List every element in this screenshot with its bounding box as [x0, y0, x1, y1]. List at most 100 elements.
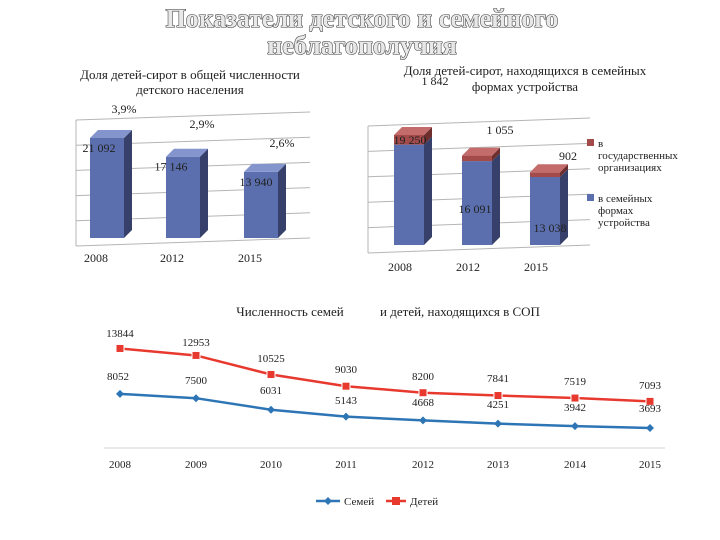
chart2-legend-label: устройства [598, 217, 650, 229]
chart2-x-tick: 2008 [388, 260, 412, 274]
chart2-legend-label: в семейных [598, 193, 653, 205]
chart3-point-detey [115, 343, 125, 353]
chart3-point-semey [419, 416, 427, 425]
chart1-bar-2008-top [90, 130, 132, 138]
chart3-x-tick: 2010 [260, 459, 283, 471]
chart3-series-line-detey [119, 347, 651, 403]
chart2-gov-label: 1 842 [422, 74, 449, 88]
chart1-value-label: 13 940 [240, 175, 273, 189]
chart3-label-semey: 8052 [107, 371, 129, 383]
chart1-value-label: 17 146 [155, 160, 188, 174]
chart1-bar-2008-front [90, 138, 124, 238]
chart1-percent-label: 2,9% [190, 117, 215, 131]
chart2-legend-label: организациях [598, 162, 662, 174]
main-title-line2: неблагополучия [267, 31, 457, 60]
chart1-bar-2012-side [200, 148, 208, 238]
chart1-title-line1: Доля детей-сирот в общей численности [80, 67, 300, 82]
chart3-x-tick: 2008 [109, 459, 132, 471]
chart3-point-detey [570, 393, 580, 403]
chart3-title-part1: Численность семей [236, 304, 343, 319]
chart3-point-semey [116, 389, 124, 398]
chart3-point-semey [267, 405, 275, 414]
chart3-label-semey: 4668 [412, 397, 435, 409]
chart3-title-part2: и детей, находящихся в СОП [380, 304, 540, 319]
chart1-bar-2015-top [244, 163, 286, 172]
chart2-segment-gov [530, 172, 560, 178]
chart3-point-detey [418, 388, 428, 398]
chart2-legend-label: государственных [598, 150, 678, 162]
chart3-point-detey [645, 396, 655, 406]
chart1-bar-2008-side [124, 130, 132, 238]
chart2-legend-label: формах [598, 205, 634, 217]
chart2-x-tick: 2015 [524, 260, 548, 274]
chart1-bar-2015-side [278, 163, 286, 238]
chart2-legend-swatch [587, 139, 594, 146]
chart1-bar-2008 [90, 130, 132, 238]
chart2-gov-label: 1 055 [487, 123, 514, 137]
chart1-percent-label: 2,6% [270, 136, 295, 150]
chart3-point-detey [266, 369, 276, 379]
chart2-segment-family [394, 144, 424, 245]
chart2-segment-gov-top [394, 127, 432, 135]
chart3-x-tick: 2009 [185, 459, 208, 471]
chart3-legend-label-detey: Детей [410, 496, 438, 508]
chart3-legend-marker-semey [324, 497, 332, 505]
chart3-x-tick: 2011 [335, 459, 357, 471]
chart2-segment-gov-top [462, 147, 500, 156]
chart2-family-label: 13 038 [534, 221, 567, 235]
chart2-family-label: 16 091 [459, 202, 492, 216]
chart2-segment-family-side [424, 136, 432, 245]
chart2-segment-gov-top [530, 164, 568, 173]
chart1-value-label: 21 092 [83, 141, 116, 155]
chart3-label-semey: 5143 [335, 395, 358, 407]
chart3-series-line-semey [119, 392, 651, 430]
chart2-gridline [367, 244, 591, 254]
chart3-label-semey: 3693 [639, 403, 662, 415]
chart3-label-detey: 10525 [257, 353, 285, 365]
chart2-stacked-bar-chart: 19 250 1 842 2008 16 091 1 055 2012 13 038 902 2… [367, 74, 678, 274]
chart3-label-detey: 9030 [335, 364, 358, 376]
chart3-point-semey [342, 412, 350, 421]
chart2-segment-family [530, 177, 560, 245]
chart3-line-chart: 13844 12953 10525 9030 8200 7841 7519 7093 8052 7… [104, 328, 665, 508]
chart2-title-line1: Доля детей-сирот, находящихся в семейных [404, 63, 647, 78]
chart2-bar-2008 [394, 127, 432, 245]
chart3-x-tick: 2013 [487, 459, 510, 471]
chart3-x-tick: 2012 [412, 459, 434, 471]
chart1-bar-2012-top [166, 148, 208, 157]
chart3-point-semey [571, 422, 579, 431]
main-title-line1: Показатели детского и семейного [166, 4, 559, 33]
chart3-label-semey: 6031 [260, 385, 282, 397]
chart2-segment-family-side [560, 169, 568, 245]
chart2-legend-swatch [587, 194, 594, 201]
chart3-x-tick: 2014 [564, 459, 587, 471]
chart1-x-tick: 2008 [84, 251, 108, 265]
chart2-gov-label: 902 [559, 149, 577, 163]
chart1-x-tick: 2012 [160, 251, 184, 265]
chart2-segment-gov-side [424, 127, 432, 145]
chart3-label-semey: 4251 [487, 399, 509, 411]
chart3-point-detey [341, 381, 351, 391]
chart3-legend-label-semey: Семей [344, 496, 374, 508]
chart2-segment-family-side [492, 153, 500, 245]
chart3-label-detey: 12953 [182, 337, 210, 349]
chart2-segment-gov-side [560, 164, 568, 178]
chart3-label-detey: 7841 [487, 373, 509, 385]
chart3-x-tick: 2015 [639, 459, 662, 471]
chart3-label-detey: 7519 [564, 376, 587, 388]
chart2-gridline [367, 117, 591, 127]
chart3-label-detey: 7093 [639, 380, 662, 392]
chart1-percent-label: 3,9% [112, 102, 137, 116]
chart3-point-semey [192, 394, 200, 403]
chart1-gridline [75, 237, 311, 247]
chart2-family-label: 19 250 [394, 133, 427, 147]
chart3-point-detey [493, 391, 503, 401]
chart1-title-line2: детского населения [136, 82, 244, 97]
chart1-x-tick: 2015 [238, 251, 262, 265]
chart1-bar-2012 [166, 148, 208, 238]
chart2-legend-label: в [598, 138, 603, 150]
chart1-bar-2015-front [244, 171, 278, 238]
chart2-title-line2: формах устройства [472, 79, 578, 94]
